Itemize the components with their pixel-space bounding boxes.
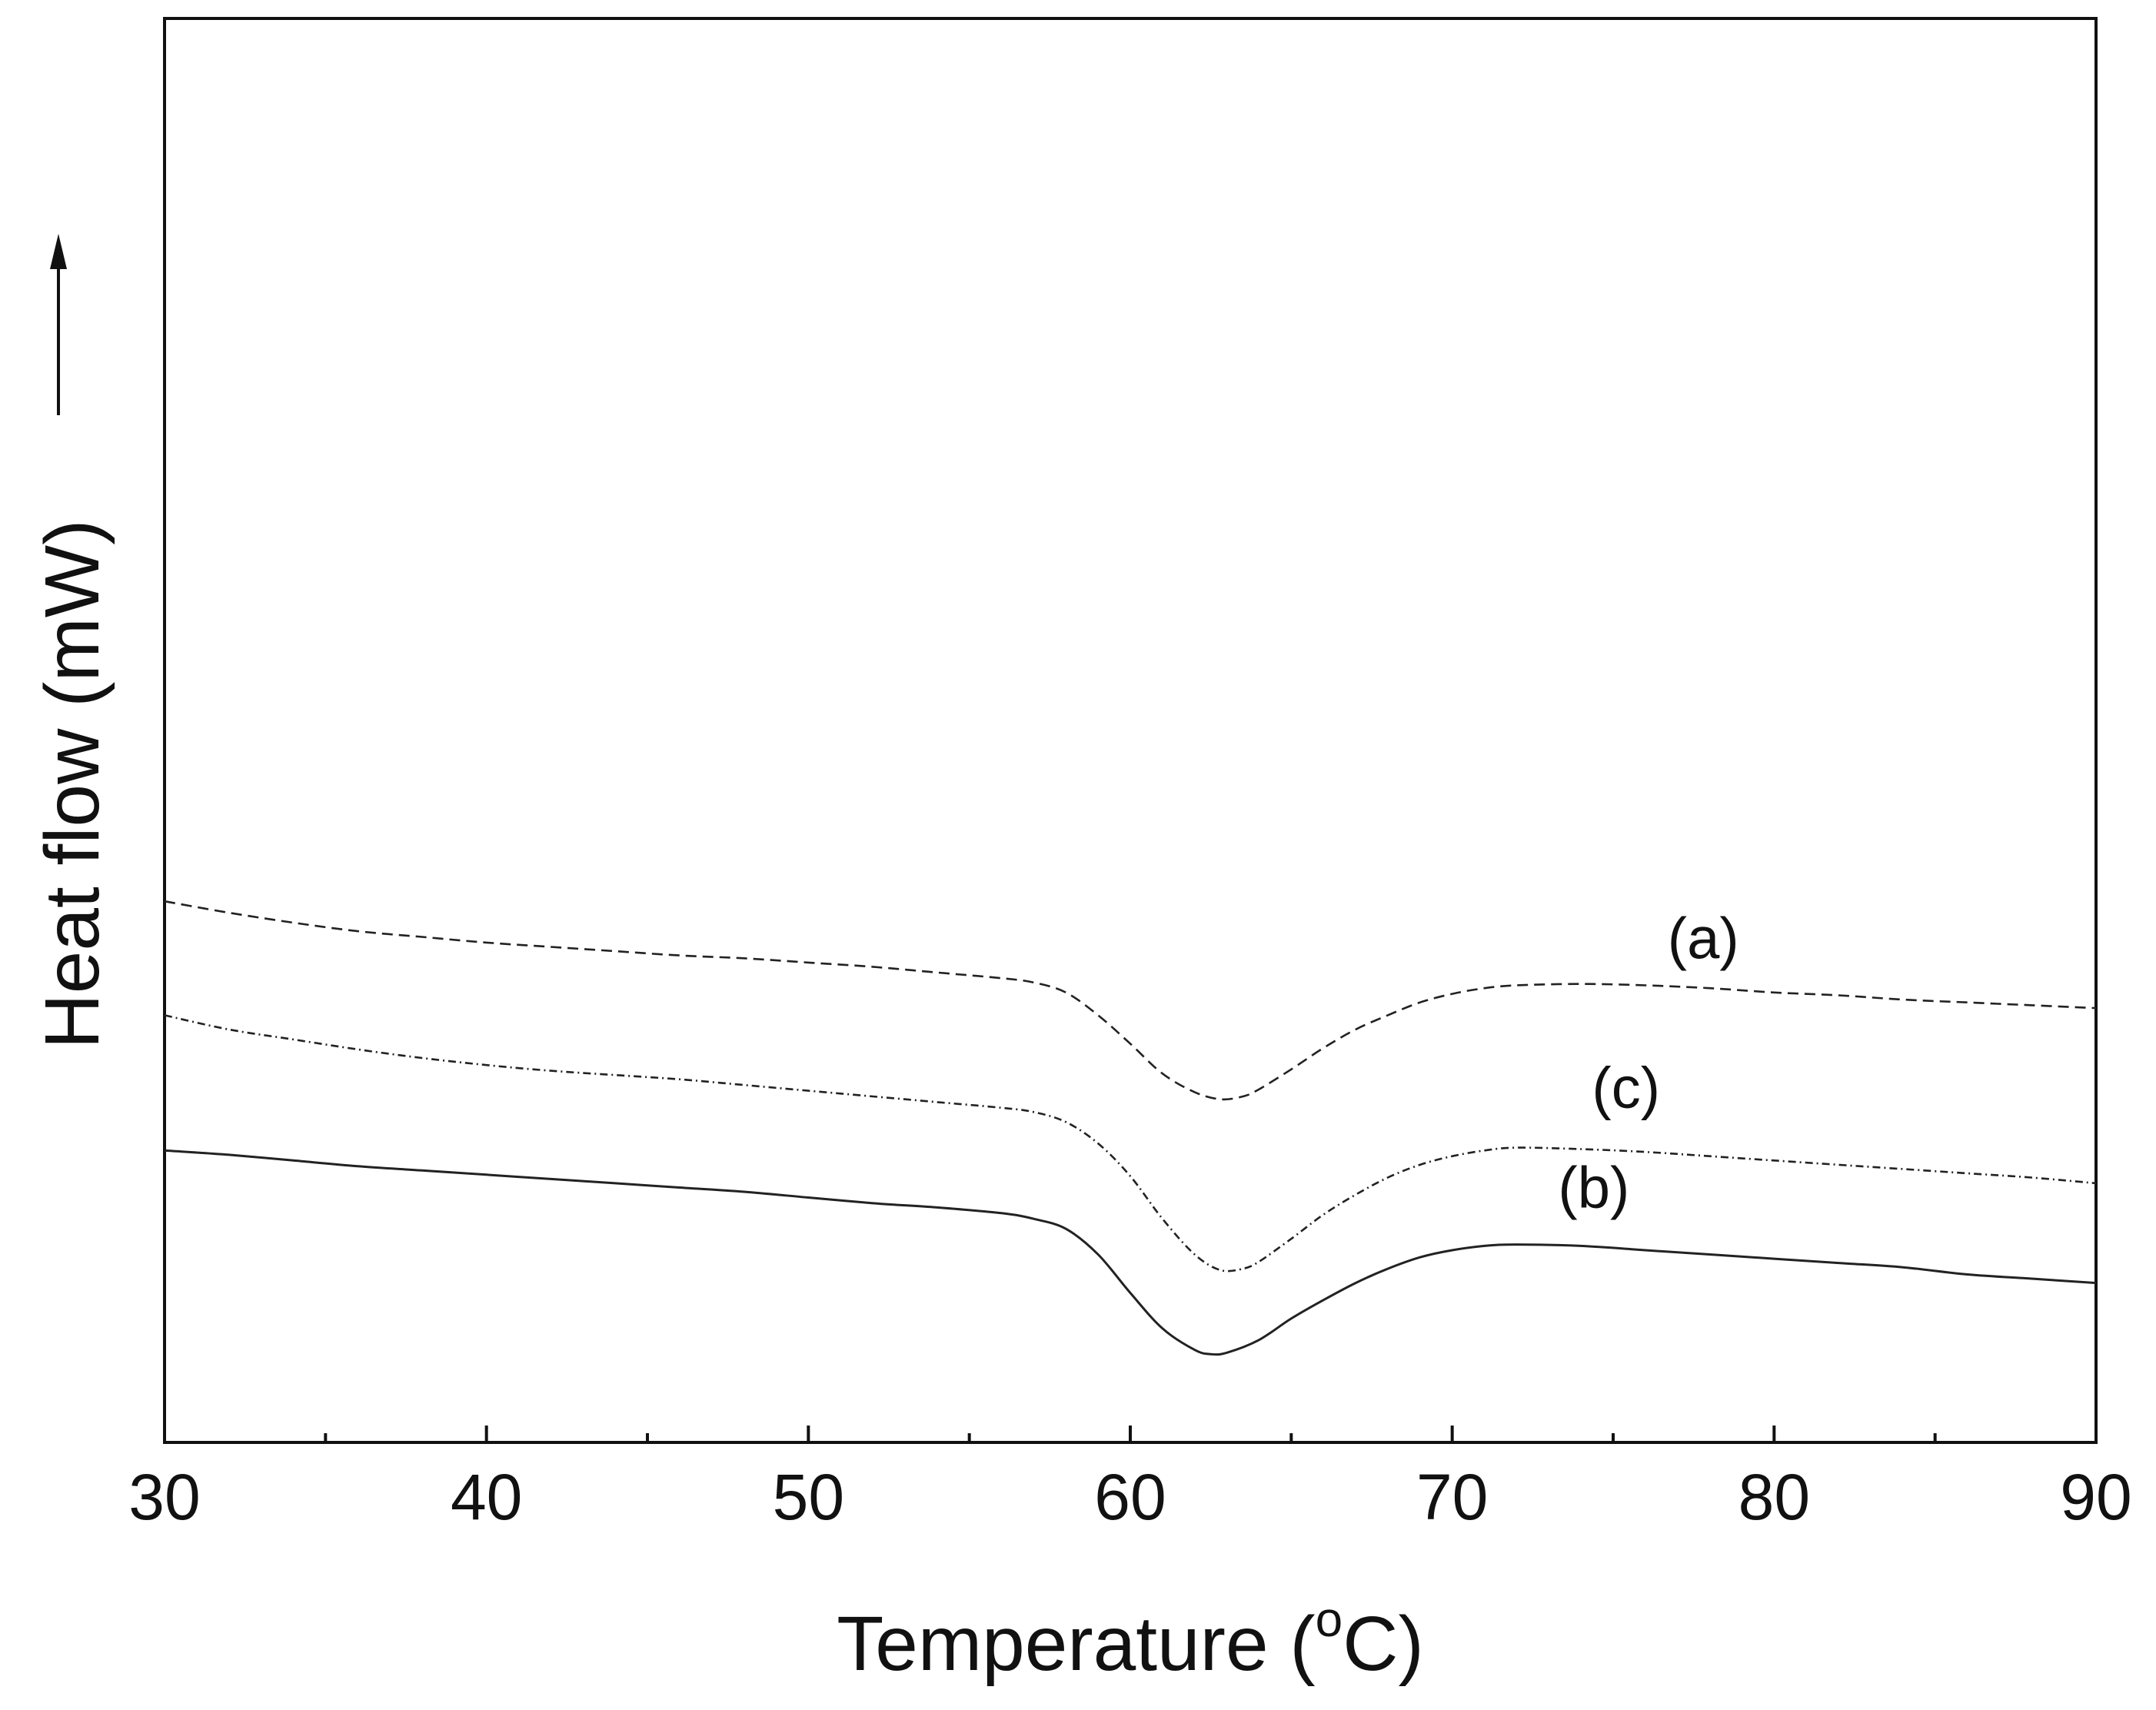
x-tick-label: 40 — [451, 1461, 522, 1533]
x-tick-label: 70 — [1416, 1461, 1488, 1533]
y-axis-title: Heat flow (mW) — [29, 520, 115, 1050]
x-tick-label: 30 — [128, 1461, 200, 1533]
series-line-b — [164, 1149, 2097, 1356]
series-labels: (a) (c) (b) — [1558, 906, 1738, 1220]
x-axis-tick-labels: 30 40 50 60 70 80 90 — [128, 1461, 2131, 1533]
series-label-c: (c) — [1592, 1056, 1660, 1121]
x-tick-label: 80 — [1738, 1461, 1810, 1533]
x-axis-title: Temperature (oC) — [837, 1592, 1424, 1687]
y-axis-arrow-icon — [50, 234, 67, 415]
series-label-b: (b) — [1558, 1155, 1629, 1220]
x-tick-label: 60 — [1094, 1461, 1166, 1533]
x-tick-label: 90 — [2060, 1461, 2131, 1533]
series-layer — [164, 900, 2097, 1356]
x-axis-ticks — [163, 1426, 2098, 1442]
x-tick-label: 50 — [773, 1461, 844, 1533]
series-line-c — [164, 1014, 2097, 1273]
series-line-a — [164, 900, 2097, 1101]
series-label-a: (a) — [1668, 906, 1739, 971]
plot-frame — [163, 17, 2098, 1444]
